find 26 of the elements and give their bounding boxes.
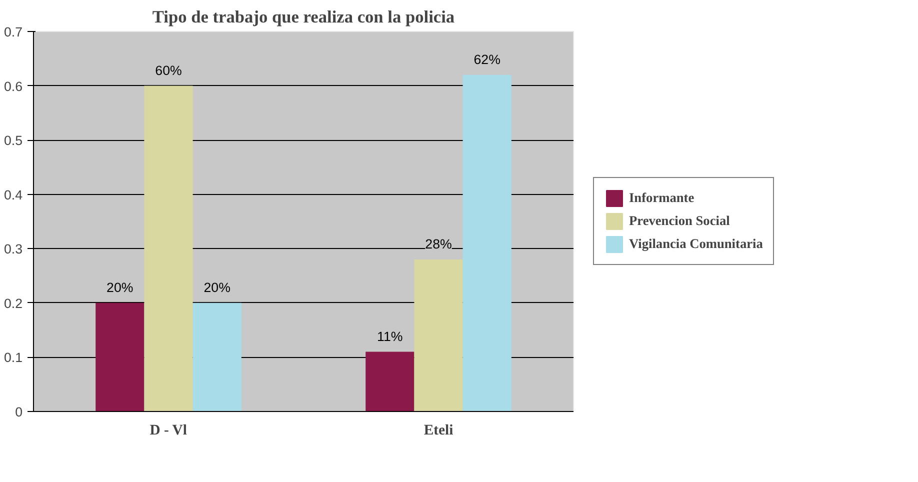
data-label: 28% (425, 236, 452, 252)
y-tick-label: 0.6 (4, 78, 23, 94)
bar (366, 352, 414, 412)
y-tick-label: 0.3 (4, 242, 23, 257)
y-tick-label: 0.5 (4, 133, 23, 148)
y-tick-label: 0.7 (4, 24, 23, 40)
y-tick-label: 0.1 (4, 350, 23, 366)
data-label: 62% (474, 52, 501, 67)
data-label: 20% (106, 280, 134, 295)
x-tick-label: D - Vl (150, 422, 187, 438)
chart-title: Tipo de trabajo que realiza con la policia (152, 8, 455, 26)
data-label: 60% (155, 62, 182, 78)
legend-label: Prevencion Social (629, 212, 730, 228)
x-tick-label: Eteli (424, 422, 454, 438)
bar (144, 86, 193, 412)
data-label: 11% (377, 328, 403, 344)
y-tick-label: 0 (15, 404, 23, 420)
data-label: 20% (204, 280, 231, 295)
y-tick-label: 0.4 (4, 187, 24, 202)
bar (96, 302, 144, 412)
legend-label: Informante (629, 190, 694, 206)
bar (192, 302, 242, 412)
bar (414, 260, 463, 412)
legend-label: Vigilancia Comunitaria (629, 236, 763, 252)
bar (462, 74, 512, 412)
y-tick-label: 0.2 (4, 296, 23, 311)
